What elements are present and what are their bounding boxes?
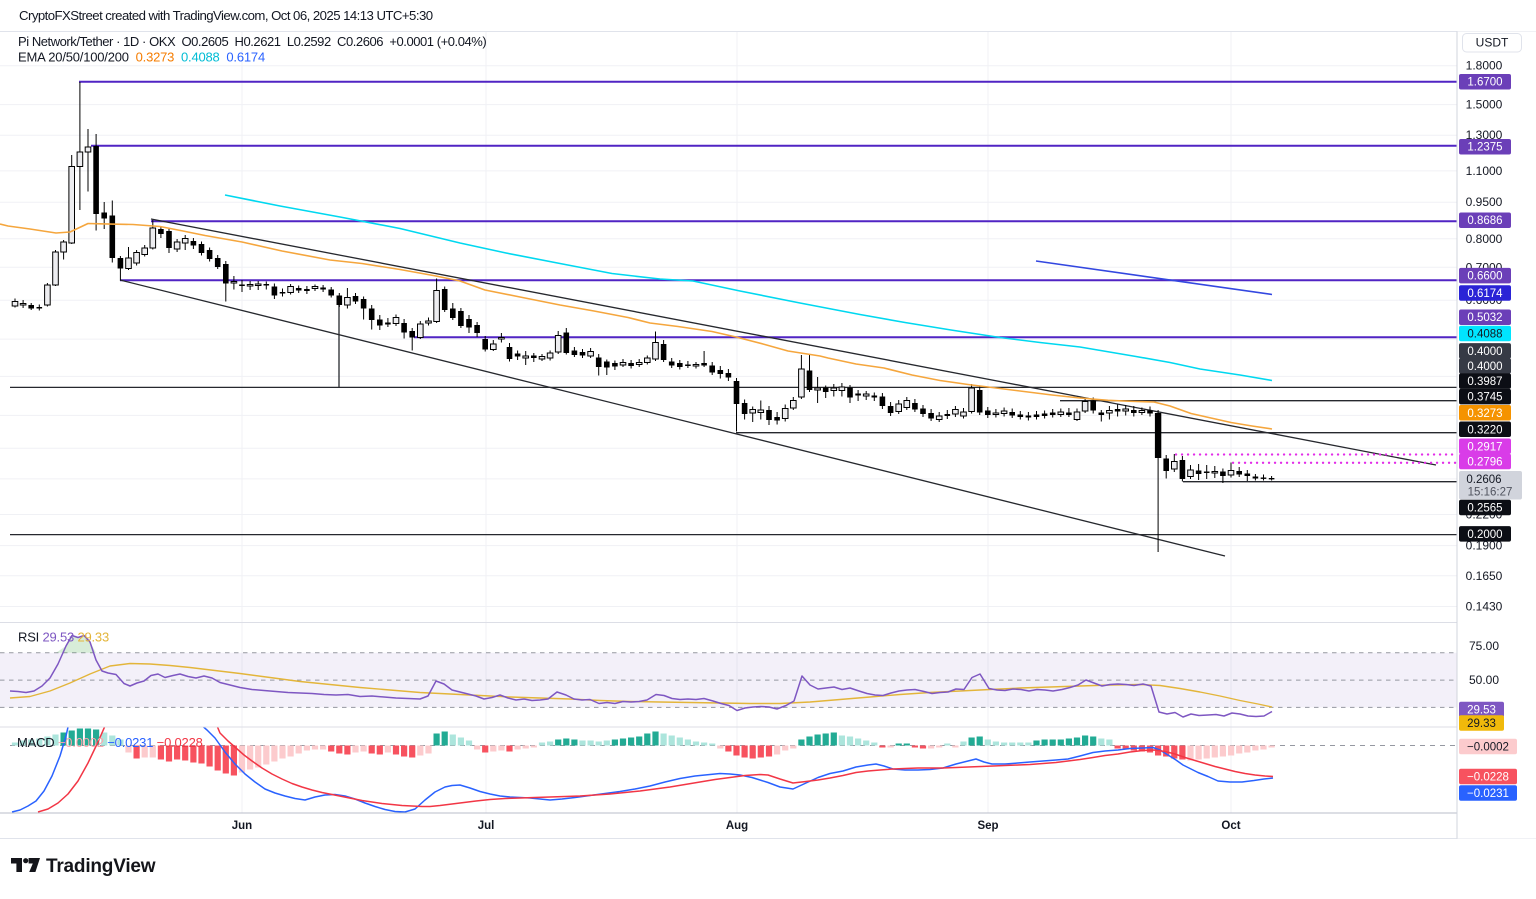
svg-text:0.4088: 0.4088 [1467,329,1502,341]
svg-text:29.33: 29.33 [1467,718,1496,730]
svg-text:1.5000: 1.5000 [1466,98,1503,112]
svg-text:0.8686: 0.8686 [1467,215,1502,227]
svg-text:0.9500: 0.9500 [1466,195,1503,209]
svg-text:MACD −0.0002 −0.0231 −0.0228: MACD −0.0002 −0.0231 −0.0228 [17,735,203,750]
svg-text:0.4000: 0.4000 [1467,361,1502,373]
svg-text:0.2917: 0.2917 [1467,441,1502,453]
svg-text:0.8000: 0.8000 [1466,232,1503,246]
svg-text:0.3220: 0.3220 [1467,424,1502,436]
svg-text:0.6600: 0.6600 [1467,271,1502,283]
svg-text:1.3000: 1.3000 [1466,128,1503,142]
svg-text:−0.0002: −0.0002 [1467,742,1509,754]
svg-text:0.3745: 0.3745 [1467,392,1502,404]
svg-text:RSI 29.53 29.33: RSI 29.53 29.33 [18,630,109,645]
svg-text:0.3987: 0.3987 [1467,376,1502,388]
svg-text:CryptoFXStreet created with Tr: CryptoFXStreet created with TradingView.… [19,8,433,23]
svg-text:75.00: 75.00 [1469,639,1499,653]
svg-text:Jul: Jul [478,820,495,832]
svg-text:0.6174: 0.6174 [1467,288,1503,300]
svg-text:0.1650: 0.1650 [1466,569,1503,583]
svg-text:Aug: Aug [726,820,748,832]
svg-text:Pi Network/Tether · 1D · OKX: Pi Network/Tether · 1D · OKX O0.2605 H0.… [18,34,486,49]
svg-text:−0.0231: −0.0231 [1467,788,1509,800]
svg-text:USDT: USDT [1476,36,1509,50]
svg-text:TradingView: TradingView [46,856,156,877]
svg-text:Jun: Jun [232,820,252,832]
svg-text:0.2606: 0.2606 [1466,474,1501,486]
svg-text:Oct: Oct [1221,820,1240,832]
svg-text:29.53: 29.53 [1467,705,1496,717]
svg-text:0.2565: 0.2565 [1467,503,1502,515]
svg-text:−0.0228: −0.0228 [1467,772,1509,784]
svg-text:0.1900: 0.1900 [1466,539,1503,553]
svg-text:0.5032: 0.5032 [1467,312,1502,324]
svg-text:Sep: Sep [977,820,998,832]
svg-text:0.3273: 0.3273 [1467,408,1502,420]
svg-text:EMA 20/50/100/200 0.3273 0.4: EMA 20/50/100/200 0.3273 0.4088 0.6174 [18,50,265,65]
svg-text:50.00: 50.00 [1469,673,1499,687]
svg-text:15:16:27: 15:16:27 [1468,487,1513,499]
svg-text:0.2796: 0.2796 [1467,457,1502,469]
svg-text:1.1000: 1.1000 [1466,164,1503,178]
svg-text:0.2000: 0.2000 [1467,529,1502,541]
svg-text:1.6700: 1.6700 [1467,77,1502,89]
svg-text:0.4000: 0.4000 [1467,346,1502,358]
svg-text:1.2375: 1.2375 [1467,142,1502,154]
svg-text:1.8000: 1.8000 [1466,59,1503,73]
svg-text:0.1430: 0.1430 [1466,600,1503,614]
